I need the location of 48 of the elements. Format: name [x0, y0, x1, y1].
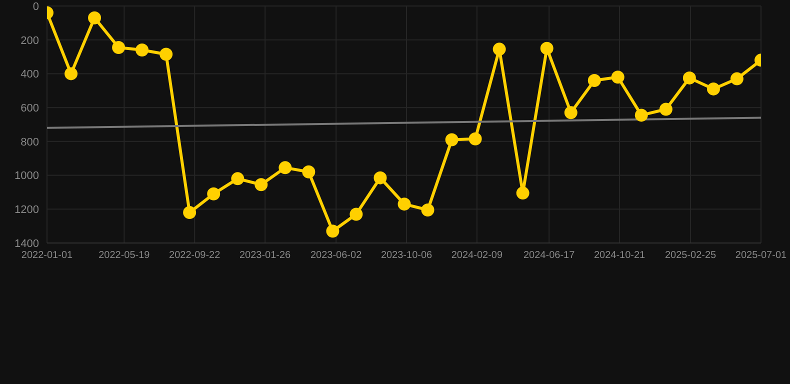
y-tick-label: 400 — [20, 68, 39, 81]
point — [492, 42, 506, 56]
x-tick-label: 2022-09-22 — [169, 250, 221, 262]
y-tick-label: 800 — [20, 136, 39, 148]
x-tick-label: 2022-01-01 — [21, 250, 74, 262]
y-tick-label: 0 — [32, 0, 39, 13]
x-tick-label: 2024-10-21 — [594, 250, 646, 262]
point — [136, 44, 149, 57]
point — [659, 102, 672, 116]
y-tick-label: 1000 — [14, 170, 39, 182]
point — [730, 72, 744, 86]
point — [468, 132, 482, 146]
point — [445, 133, 458, 146]
point — [160, 48, 173, 61]
x-tick-label: 2022-05-19 — [98, 250, 150, 262]
y-tick-label: 1200 — [14, 204, 39, 216]
point — [516, 186, 530, 200]
point — [231, 172, 244, 186]
point — [302, 165, 316, 178]
x-tick-label: 2023-10-06 — [380, 250, 433, 262]
point — [207, 187, 220, 200]
point — [634, 108, 648, 122]
x-tick-label: 2025-07-01 — [735, 250, 788, 262]
point — [564, 106, 578, 120]
point — [278, 161, 292, 174]
point — [421, 203, 434, 216]
point — [706, 82, 720, 96]
x-tick-label: 2024-02-09 — [451, 250, 503, 262]
y-tick-label: 1400 — [14, 238, 39, 250]
x-tick-label: 2025-02-25 — [664, 250, 717, 262]
point — [183, 206, 196, 220]
point — [611, 70, 624, 84]
y-tick-label: 200 — [20, 34, 39, 47]
y-tick-label: 600 — [20, 102, 39, 114]
point — [112, 40, 126, 54]
x-tick-label: 2023-06-02 — [310, 250, 362, 262]
x-tick-label: 2023-01-26 — [239, 250, 292, 262]
point — [254, 178, 268, 192]
point — [326, 224, 340, 238]
point — [398, 198, 411, 211]
point — [88, 11, 102, 24]
x-tick-label: 2024-06-17 — [524, 250, 576, 262]
point — [540, 42, 554, 55]
point — [350, 208, 363, 221]
point — [64, 67, 78, 80]
point — [588, 74, 601, 87]
point — [682, 71, 696, 84]
point — [374, 171, 387, 184]
